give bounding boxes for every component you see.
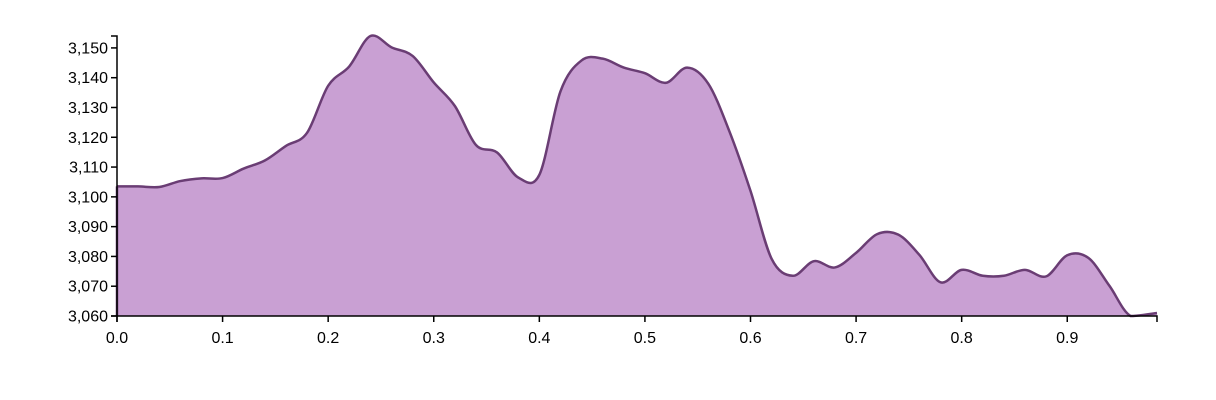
y-tick-label: 3,110 xyxy=(69,160,108,177)
x-tick-label: 0.1 xyxy=(211,330,233,347)
x-tick-label: 0.7 xyxy=(845,330,867,347)
y-tick-label: 3,120 xyxy=(68,130,108,147)
plot-area xyxy=(115,34,1158,318)
y-tick-label: 3,140 xyxy=(68,70,108,87)
y-tick-label: 3,090 xyxy=(68,219,108,236)
y-tick-label: 3,060 xyxy=(68,309,108,326)
x-tick-label: 0.3 xyxy=(423,330,445,347)
x-tick-label: 0.2 xyxy=(317,330,339,347)
y-tick-label: 3,070 xyxy=(68,279,108,296)
x-tick-label: 0.6 xyxy=(739,330,761,347)
x-tick-label: 0.0 xyxy=(106,330,128,347)
area-line xyxy=(116,34,1158,318)
y-axis: 3,060 3,070 3,080 3,090 3,100 3,110 3,120 3,130… xyxy=(68,35,118,326)
y-tick-label: 3,080 xyxy=(68,249,108,266)
area-fill xyxy=(117,35,1157,316)
x-axis-line xyxy=(116,315,1158,322)
x-tick-label: 0.4 xyxy=(528,330,550,347)
x-axis: 0.0 0.1 0.2 0.3 0.4 0.5 0.6 0.7 0.8 0.9 xyxy=(106,315,1158,347)
x-tick-label: 0.8 xyxy=(951,330,973,347)
y-tick-label: 3,150 xyxy=(68,40,108,57)
x-tick-label: 0.9 xyxy=(1056,330,1078,347)
y-tick-label: 3,130 xyxy=(68,100,108,117)
x-tick-label: 0.5 xyxy=(634,330,656,347)
y-tick-label: 3,100 xyxy=(68,189,108,206)
